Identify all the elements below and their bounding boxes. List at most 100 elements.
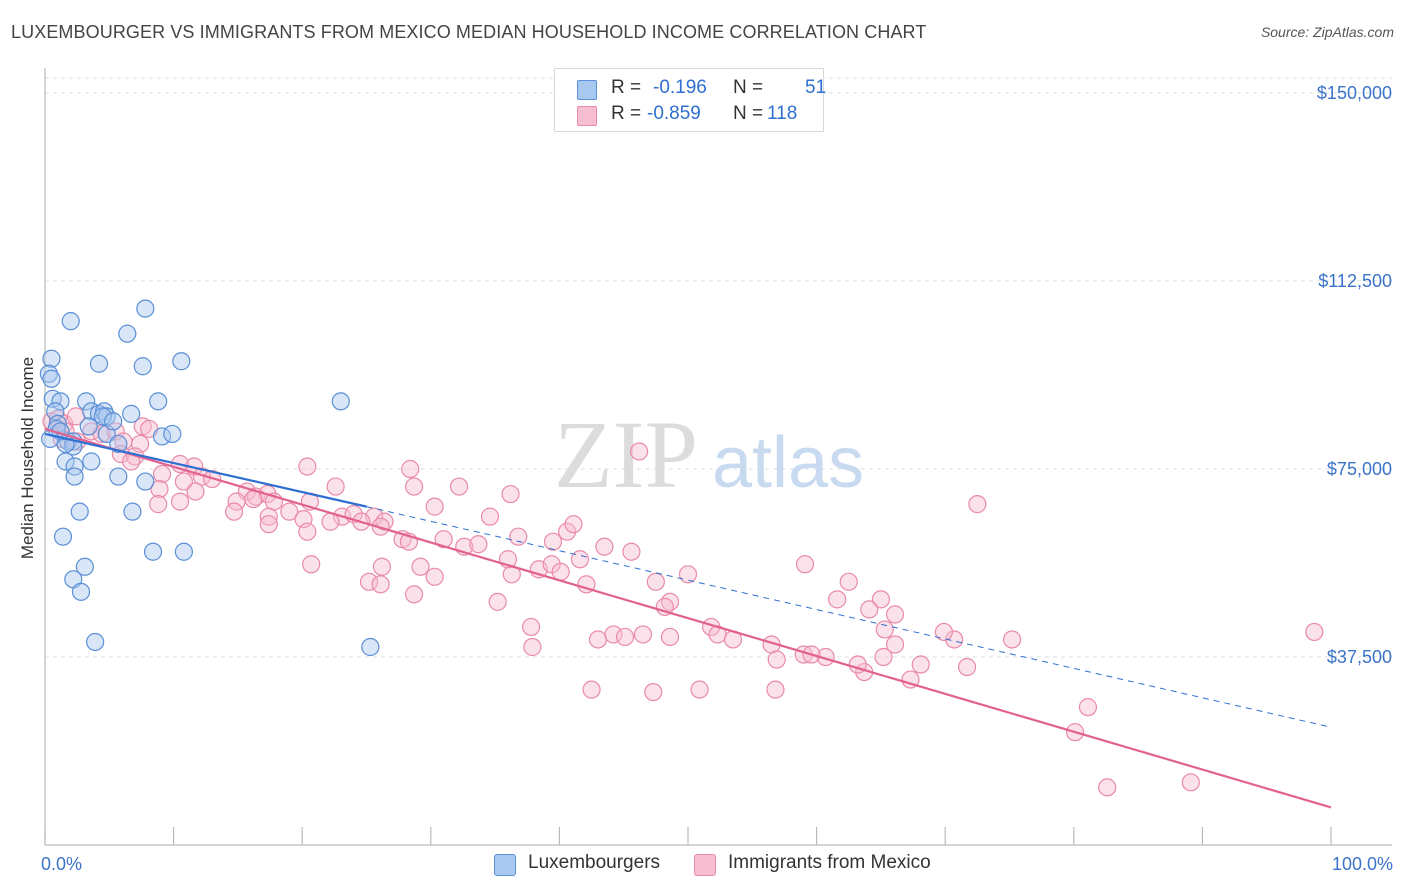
data-point-immigrants <box>152 464 172 484</box>
data-point-immigrants <box>957 657 977 677</box>
data-point-luxembourgers <box>65 467 84 486</box>
data-point-immigrants <box>411 557 430 576</box>
bottom-legend-swatch-blue <box>494 854 516 876</box>
data-point-immigrants <box>551 562 570 581</box>
legend-r-value: -0.196 <box>653 77 707 98</box>
data-point-immigrants <box>968 495 987 514</box>
y-tick-label: $37,500 <box>1327 647 1392 667</box>
data-point-luxembourgers <box>77 392 96 411</box>
data-point-immigrants <box>280 502 299 521</box>
data-point-immigrants <box>875 620 894 639</box>
y-tick-label: $112,500 <box>1318 271 1392 291</box>
data-point-immigrants <box>646 572 665 591</box>
x-tick-label: 0.0% <box>41 854 82 874</box>
data-point-immigrants <box>372 557 392 576</box>
data-point-immigrants <box>678 565 698 584</box>
data-point-luxembourgers <box>86 632 105 652</box>
data-point-immigrants <box>298 522 317 541</box>
data-point-luxembourgers <box>71 582 91 601</box>
data-point-immigrants <box>401 459 420 479</box>
data-point-luxembourgers <box>56 452 75 471</box>
data-point-immigrants <box>298 457 317 476</box>
data-point-luxembourgers <box>65 457 84 476</box>
data-point-luxembourgers <box>42 369 61 388</box>
legend-r-label: R = <box>611 77 642 98</box>
data-point-immigrants <box>170 492 190 511</box>
data-point-immigrants <box>595 537 614 556</box>
data-point-immigrants <box>767 650 786 669</box>
data-point-luxembourgers <box>123 502 142 521</box>
bottom-legend-label: Immigrants from Mexico <box>728 852 931 873</box>
data-point-immigrants <box>326 477 345 496</box>
data-point-luxembourgers <box>109 467 128 486</box>
data-point-immigrants <box>509 527 528 546</box>
data-point-immigrants <box>874 647 893 667</box>
data-point-immigrants <box>615 627 635 647</box>
data-point-immigrants <box>371 575 390 594</box>
data-point-immigrants <box>690 680 709 699</box>
data-point-immigrants <box>558 522 577 541</box>
data-point-immigrants <box>543 532 563 551</box>
data-point-immigrants <box>570 550 590 569</box>
data-point-immigrants <box>622 542 641 561</box>
data-point-immigrants <box>885 605 905 624</box>
data-point-immigrants <box>480 507 500 526</box>
data-point-immigrants <box>604 625 623 644</box>
data-point-immigrants <box>259 507 278 526</box>
y-axis-label: Median Household Income <box>18 356 37 560</box>
data-point-luxembourgers <box>104 412 123 431</box>
data-point-immigrants <box>302 555 321 574</box>
data-point-luxembourgers <box>70 502 89 521</box>
source-credit: Source: ZipAtlas.com <box>1260 24 1394 40</box>
data-point-immigrants <box>860 600 879 619</box>
data-point-immigrants <box>1078 698 1098 717</box>
watermark-atlas: atlas <box>712 423 864 503</box>
data-point-immigrants <box>885 635 905 654</box>
data-point-immigrants <box>522 617 541 637</box>
bottom-legend-swatch-pink <box>694 854 716 876</box>
legend-swatch-pink <box>577 106 597 126</box>
data-point-luxembourgers <box>149 392 168 411</box>
trendline-immigrants <box>44 427 1332 809</box>
data-point-immigrants <box>1002 630 1022 649</box>
data-point-immigrants <box>224 502 244 521</box>
data-point-luxembourgers <box>174 542 193 561</box>
trendlines <box>44 427 1332 809</box>
watermark: ZIP atlas <box>554 401 864 508</box>
watermark-zip: ZIP <box>554 401 698 508</box>
data-point-immigrants <box>1181 773 1200 792</box>
data-point-immigrants <box>828 590 847 609</box>
bottom-legend-label: Luxembourgers <box>528 852 661 873</box>
data-point-immigrants <box>259 515 278 534</box>
data-point-immigrants <box>501 484 520 504</box>
data-point-luxembourgers <box>136 299 155 318</box>
data-point-immigrants <box>630 442 649 461</box>
axes <box>44 68 1392 846</box>
legend-n-value: 118 <box>767 103 798 124</box>
series-luxembourgers <box>39 299 380 657</box>
data-point-immigrants <box>766 680 785 699</box>
legend-n-label: N = <box>733 103 764 124</box>
data-point-luxembourgers <box>122 404 141 423</box>
data-point-luxembourgers <box>39 364 58 383</box>
x-tick-labels: 0.0% 100.0% <box>41 854 1393 874</box>
data-point-immigrants <box>149 495 168 514</box>
data-point-immigrants <box>1305 622 1324 642</box>
data-point-immigrants <box>871 590 891 609</box>
data-point-luxembourgers <box>79 417 98 436</box>
data-point-immigrants <box>644 683 663 702</box>
data-point-immigrants <box>795 555 815 574</box>
data-point-immigrants <box>488 592 507 611</box>
y-tick-label: $75,000 <box>1327 459 1392 479</box>
legend-r-value: -0.859 <box>647 103 701 124</box>
chart-title: LUXEMBOURGER VS IMMIGRANTS FROM MEXICO M… <box>11 22 927 42</box>
data-point-immigrants <box>469 535 488 554</box>
data-point-immigrants <box>404 585 424 604</box>
data-point-immigrants <box>174 472 193 491</box>
data-point-immigrants <box>588 630 608 649</box>
data-point-immigrants <box>839 572 858 591</box>
gridlines <box>45 77 1392 658</box>
y-tick-label: $150,000 <box>1317 83 1392 103</box>
y-tick-labels: $37,500 $75,000 $112,500 $150,000 <box>1317 83 1392 667</box>
